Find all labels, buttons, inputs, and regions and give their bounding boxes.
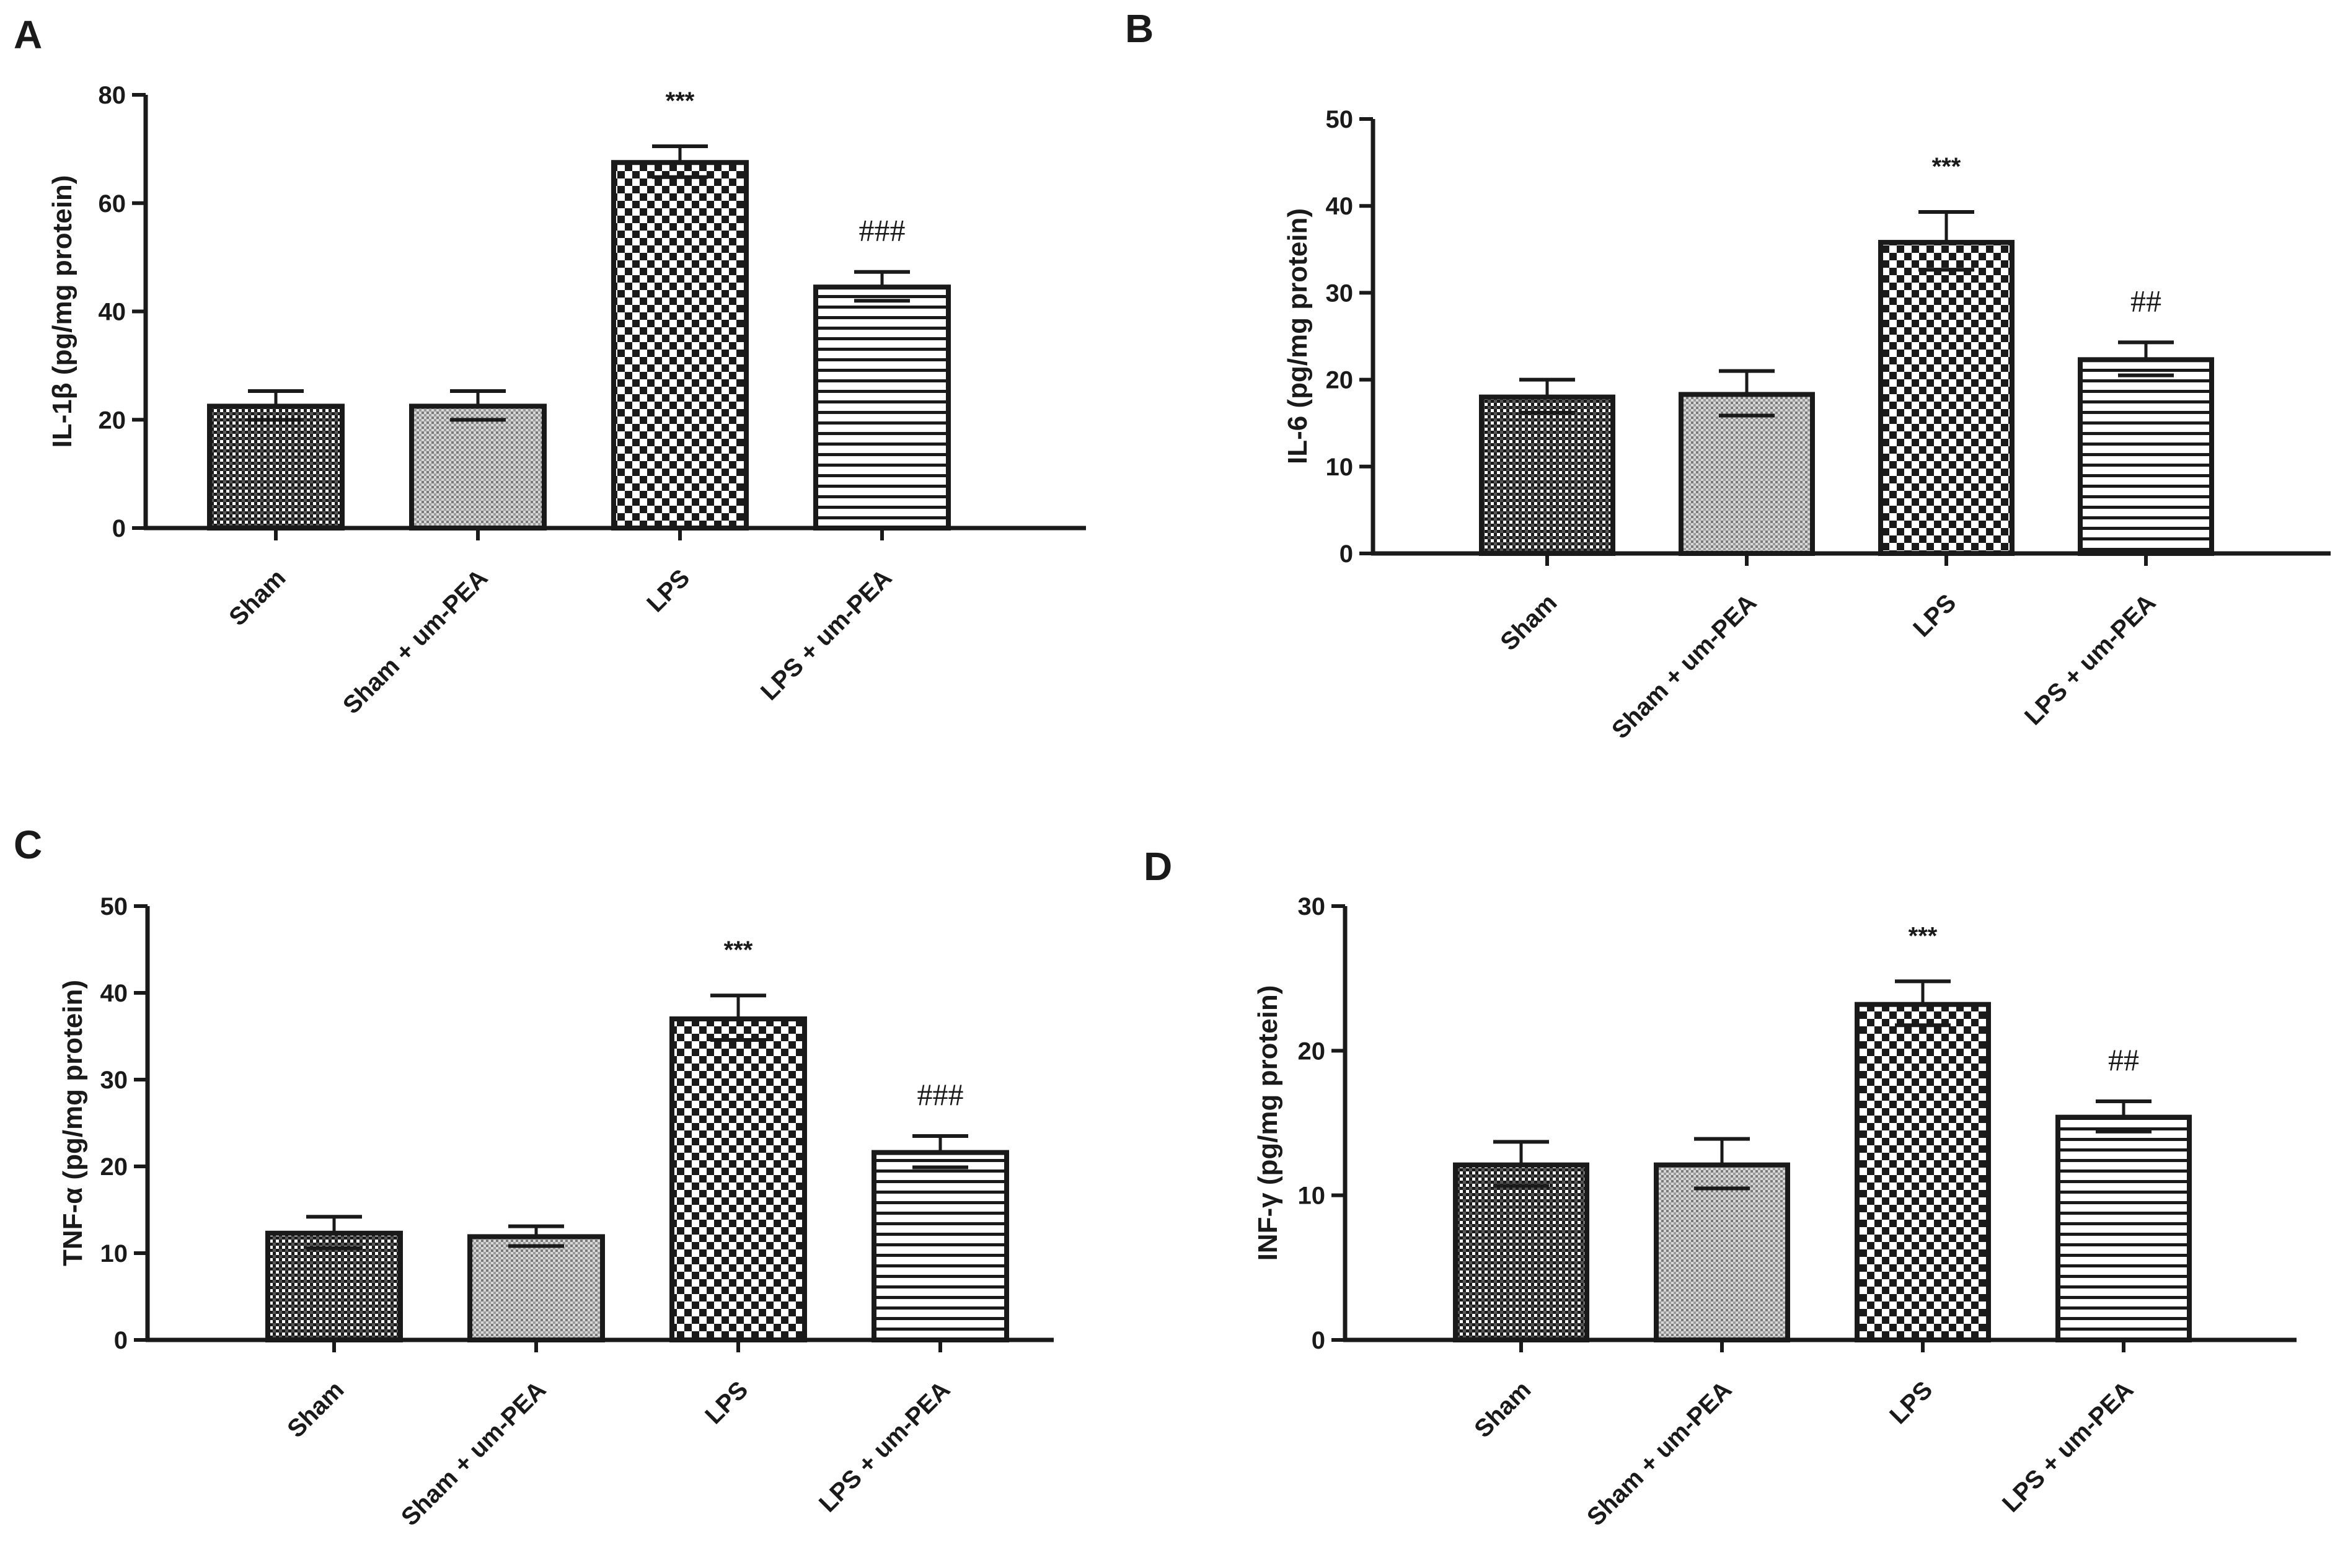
panel-letter-c: C <box>14 822 42 867</box>
category-label-c-1: Sham <box>282 1376 349 1443</box>
significance-a-4: ### <box>859 213 906 248</box>
category-label-d-4: LPS + um-PEA <box>1997 1376 2138 1517</box>
chart-d: 0 10 20 30 INF-γ (pg/mg protein) Sham Sham + u… <box>1253 893 2297 1531</box>
category-label-b-2: Sham + um-PEA <box>1607 589 1762 744</box>
y-tick-label-a: 60 <box>99 190 126 218</box>
y-tick-label-d: 10 <box>1298 1183 1326 1210</box>
panel-letter-d: D <box>1144 844 1172 889</box>
y-tick-label-c: 50 <box>100 893 128 920</box>
y-tick-label-a: 40 <box>99 299 126 326</box>
bar-d-1 <box>1453 1162 1589 1342</box>
significance-b-3: *** <box>1932 153 1961 180</box>
category-label-a-4: LPS + um-PEA <box>756 564 897 705</box>
bar-d-2 <box>1654 1162 1790 1342</box>
panel-letter-b: B <box>1125 6 1154 51</box>
category-label-b-1: Sham <box>1495 589 1562 656</box>
category-label-b-3: LPS <box>1908 589 1961 642</box>
y-axis-title-b: IL-6 (pg/mg protein) <box>1282 208 1313 464</box>
significance-b-4: ## <box>2130 283 2161 318</box>
panel-letter-a: A <box>14 12 42 57</box>
category-label-a-2: Sham + um-PEA <box>338 564 493 719</box>
bar-c-2 <box>467 1234 605 1343</box>
y-tick-label-b: 20 <box>1326 367 1354 394</box>
y-tick-label-b: 30 <box>1326 280 1354 307</box>
chart-c: 0 10 20 30 40 50 TNF-α (pg/mg protein) Sham Sham… <box>58 893 1054 1531</box>
significance-d-3: *** <box>1909 922 1938 949</box>
category-label-d-3: LPS <box>1884 1376 1938 1429</box>
significance-d-4: ## <box>2108 1042 2139 1077</box>
y-axis-title-d: INF-γ (pg/mg protein) <box>1253 985 1283 1261</box>
category-label-d-2: Sham + um-PEA <box>1582 1376 1737 1531</box>
significance-c-3: *** <box>724 936 753 964</box>
y-tick-label-b: 50 <box>1326 106 1354 133</box>
y-tick-label-a: 0 <box>112 515 126 542</box>
category-label-c-3: LPS <box>700 1376 753 1429</box>
y-tick-label-c: 20 <box>100 1153 128 1181</box>
bar-c-3 <box>669 1016 807 1342</box>
bar-d-4 <box>2055 1114 2192 1342</box>
y-tick-label-b: 0 <box>1340 540 1353 568</box>
y-axis-title-c: TNF-α (pg/mg protein) <box>58 980 88 1266</box>
y-tick-label-c: 0 <box>114 1327 128 1354</box>
significance-c-4: ### <box>917 1077 964 1112</box>
bar-b-3 <box>1878 240 2015 556</box>
y-tick-label-c: 30 <box>100 1067 128 1094</box>
bar-a-2 <box>409 403 547 531</box>
bar-a-1 <box>207 403 345 531</box>
category-label-a-3: LPS <box>642 564 695 617</box>
chart-a: 0 20 40 60 80 IL-1β (pg/mg protein) Sham Sham +… <box>47 82 1086 720</box>
y-tick-label-b: 40 <box>1326 193 1354 220</box>
y-tick-label-c: 40 <box>100 980 128 1007</box>
y-tick-label-d: 30 <box>1298 893 1326 920</box>
bar-b-4 <box>2078 357 2214 556</box>
y-tick-label-d: 0 <box>1312 1327 1325 1354</box>
bar-d-3 <box>1855 1002 1991 1342</box>
y-axis-title-a: IL-1β (pg/mg protein) <box>47 175 77 448</box>
bar-b-1 <box>1479 394 1615 557</box>
bar-a-3 <box>611 160 749 531</box>
y-tick-label-a: 20 <box>99 407 126 434</box>
y-tick-label-b: 10 <box>1326 454 1354 481</box>
y-tick-label-d: 20 <box>1298 1037 1326 1065</box>
bar-a-4 <box>813 284 951 531</box>
category-label-d-1: Sham <box>1469 1376 1536 1443</box>
y-tick-label-a: 80 <box>99 82 126 109</box>
chart-b: 0 10 20 30 40 50 IL-6 (pg/mg protein) Sham Sham … <box>1282 106 2331 744</box>
category-label-c-2: Sham + um-PEA <box>396 1376 551 1531</box>
bar-b-2 <box>1679 392 1815 557</box>
significance-a-3: *** <box>666 87 695 115</box>
bar-c-4 <box>872 1150 1009 1342</box>
category-label-c-4: LPS + um-PEA <box>814 1376 955 1517</box>
category-label-a-1: Sham <box>224 564 291 631</box>
category-label-b-4: LPS + um-PEA <box>2019 589 2161 730</box>
y-tick-label-c: 10 <box>100 1240 128 1267</box>
